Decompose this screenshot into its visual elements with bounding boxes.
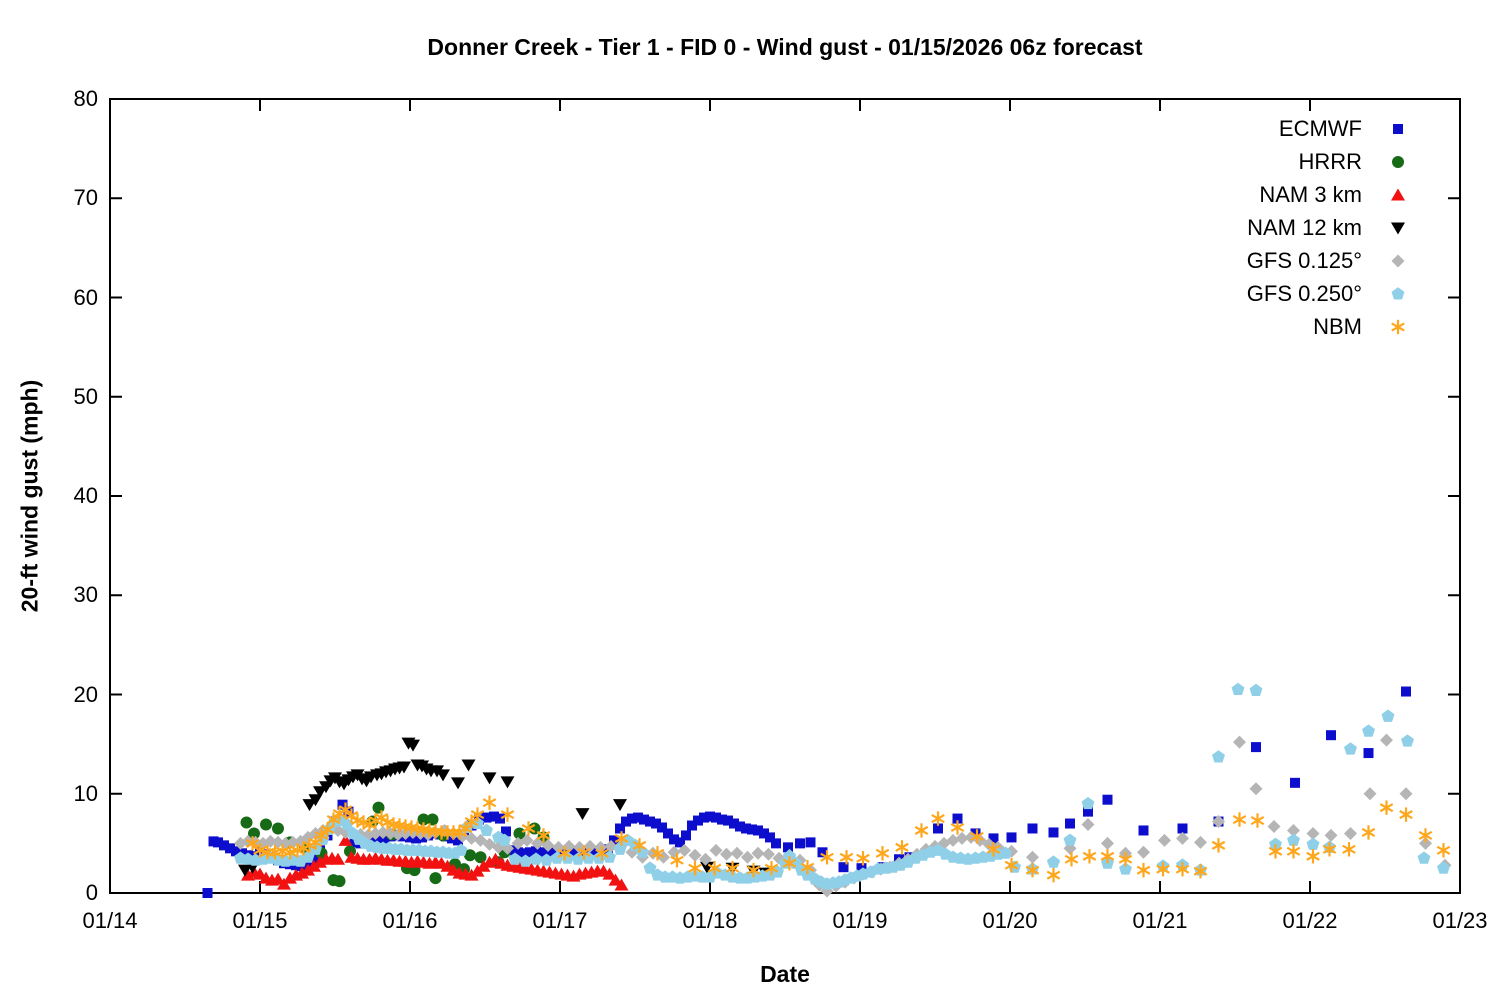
y-tick-label: 80 [73,86,98,111]
legend-marker-circle-icon [1392,155,1404,168]
legend-marker-diamond-icon [1391,254,1405,267]
legend-item-ecmwf: ECMWF [1060,112,1420,145]
y-tick-label: 20 [73,681,98,707]
y-tick-label: 40 [73,483,98,508]
x-tick-label: 01/21 [1132,908,1188,933]
legend-item-nam-3km: NAM 3 km [1060,178,1420,211]
y-tick-label: 0 [85,880,98,905]
legend-item-hrrr: HRRR [1060,145,1420,178]
x-tick-label: 01/22 [1282,908,1338,933]
x-tick-label: 01/15 [232,908,288,933]
y-tick-label: 50 [73,383,98,409]
legend-marker-asterisk-icon [1391,319,1405,334]
series-nbm [245,795,1451,883]
legend-label-nam-12km: NAM 12 km [1247,214,1362,240]
legend-label-hrrr: HRRR [1298,148,1362,174]
legend-item-nbm: NBM [1060,310,1420,343]
legend-marker-square-icon [1393,123,1403,134]
y-tick-label: 10 [73,780,98,806]
x-tick-label: 01/14 [82,908,138,933]
x-tick-label: 01/17 [532,908,588,933]
legend-item-gfs-0250: GFS 0.250° [1060,277,1420,310]
legend-label-gfs-0250: GFS 0.250° [1246,280,1362,306]
x-tick-label: 01/19 [832,908,888,933]
x-tick-label: 01/20 [982,908,1038,933]
legend-marker-triangle-down-icon [1391,222,1405,234]
y-tick-label: 70 [73,185,98,211]
legend-label-gfs-0125: GFS 0.125° [1246,247,1362,273]
chart-title: Donner Creek - Tier 1 - FID 0 - Wind gus… [427,34,1143,60]
series-nam-3km [241,833,629,891]
legend-item-nam-12km: NAM 12 km [1060,211,1420,244]
legend-marker-triangle-up-icon [1391,188,1405,200]
x-axis-label: Date [760,961,810,987]
x-tick-label: 01/18 [682,908,738,933]
legend-marker-pentagon-icon [1391,286,1405,299]
y-axis-label: 20-ft wind gust (mph) [16,379,43,613]
legend-label-nbm: NBM [1313,313,1362,339]
y-tick-label: 60 [73,284,98,310]
x-tick-label: 01/23 [1432,908,1488,933]
legend: ECMWF HRRR NAM 3 km NAM 12 km GFS 0.125° GFS … [1060,112,1420,343]
legend-label-nam-3km: NAM 3 km [1259,181,1362,207]
legend-label-ecmwf: ECMWF [1278,115,1362,141]
y-tick-label: 30 [73,582,98,608]
legend-item-gfs-0125: GFS 0.125° [1060,244,1420,277]
x-tick-label: 01/16 [382,908,438,933]
